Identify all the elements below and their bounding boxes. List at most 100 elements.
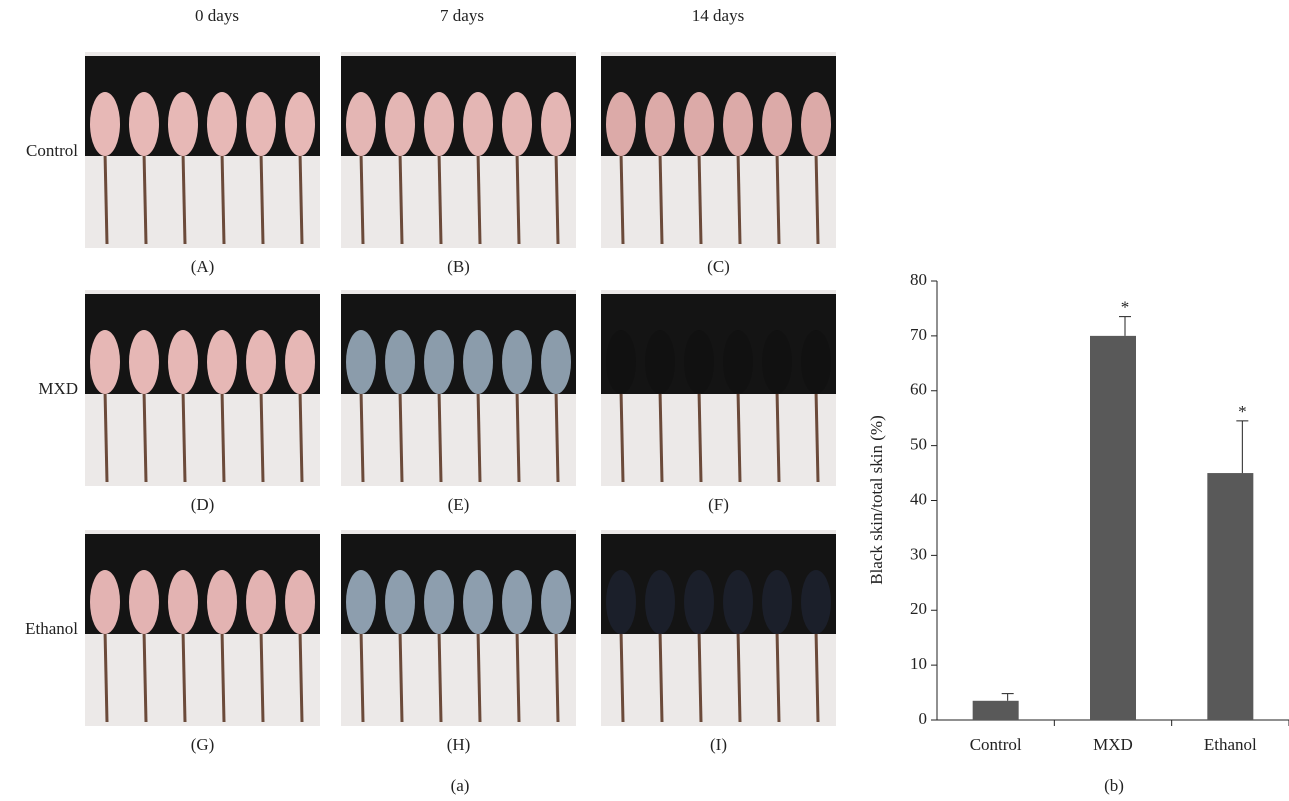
mouse-body (168, 330, 198, 394)
mouse-body (346, 92, 376, 156)
mouse-tail (736, 389, 742, 483)
mouse-tail (619, 389, 625, 483)
mouse-body (762, 92, 792, 156)
mouse-tail (437, 629, 443, 723)
mouse-tail (181, 629, 187, 723)
photo-fur (85, 56, 320, 156)
mouse-body (801, 92, 831, 156)
panel-label: (D) (191, 495, 215, 514)
mouse-body (207, 92, 237, 156)
mouse-tail (259, 629, 265, 723)
mouse-body (463, 570, 493, 634)
mouse-body (684, 570, 714, 634)
mouse-tail (476, 629, 482, 723)
mouse-tail (658, 151, 664, 245)
mouse-body (385, 330, 415, 394)
mouse-body (424, 330, 454, 394)
bar (972, 700, 1019, 720)
panel-label: (I) (710, 735, 727, 754)
mouse-body (541, 92, 571, 156)
mouse-body (129, 570, 159, 634)
mouse-tail (220, 389, 226, 483)
mouse-body (606, 92, 636, 156)
row-label: Control (26, 141, 78, 160)
row-label: Ethanol (25, 619, 78, 638)
x-tick-label: MXD (1093, 735, 1133, 754)
mouse-tail (359, 629, 365, 723)
mouse-body (385, 570, 415, 634)
mouse-body (424, 570, 454, 634)
column-header: 14 days (692, 6, 744, 25)
mouse-tail (298, 629, 304, 723)
mouse-body (246, 330, 276, 394)
mouse-body (285, 92, 315, 156)
error-bar (1001, 693, 1014, 701)
mouse-body (129, 330, 159, 394)
mouse-tail (775, 629, 781, 723)
x-tick-label: Ethanol (1204, 735, 1257, 754)
mouse-tail (775, 151, 781, 245)
photo-fur (85, 534, 320, 634)
mouse-tail (437, 389, 443, 483)
y-tick-label: 50 (910, 435, 927, 454)
mouse-tail (554, 151, 560, 245)
mouse-tail (515, 629, 521, 723)
mouse-body (541, 570, 571, 634)
mouse-body (762, 570, 792, 634)
mouse-tail (142, 389, 148, 483)
significance-mark: * (1238, 402, 1247, 421)
panel-label: (A) (191, 257, 215, 276)
photo-fur (341, 534, 576, 634)
mouse-body (346, 330, 376, 394)
mouse-body (645, 570, 675, 634)
mouse-tail (476, 151, 482, 245)
y-tick-label: 10 (910, 654, 927, 673)
mouse-tail (359, 389, 365, 483)
mouse-tail (437, 151, 443, 245)
photo-fur (601, 294, 836, 394)
mouse-tail (736, 151, 742, 245)
mouse-body (90, 92, 120, 156)
mouse-body (285, 330, 315, 394)
mouse-body (246, 570, 276, 634)
mouse-tail (658, 389, 664, 483)
mouse-tail (142, 629, 148, 723)
mouse-tail (181, 389, 187, 483)
mouse-tail (398, 151, 404, 245)
y-tick-label: 70 (910, 325, 927, 344)
panel-label: (E) (448, 495, 470, 514)
panel-label: (B) (447, 257, 470, 276)
column-header: 0 days (195, 6, 239, 25)
mouse-body (606, 570, 636, 634)
mouse-body (723, 570, 753, 634)
mouse-body (645, 330, 675, 394)
mouse-body (346, 570, 376, 634)
y-tick-label: 40 (910, 489, 927, 508)
mouse-body (207, 570, 237, 634)
mouse-body (90, 330, 120, 394)
mouse-tail (619, 629, 625, 723)
mouse-body (606, 330, 636, 394)
mouse-tail (658, 629, 664, 723)
mouse-body (684, 92, 714, 156)
mouse-tail (259, 389, 265, 483)
y-tick-label: 0 (919, 709, 928, 728)
mouse-tail (398, 389, 404, 483)
panel-label: (G) (191, 735, 215, 754)
mouse-body (684, 330, 714, 394)
mouse-tail (697, 389, 703, 483)
mouse-body (762, 330, 792, 394)
mouse-tail (103, 151, 109, 245)
mouse-tail (103, 389, 109, 483)
photo-fur (85, 294, 320, 394)
mouse-tail (103, 629, 109, 723)
caption: (a) (451, 776, 470, 795)
mouse-body (90, 570, 120, 634)
mouse-body (502, 570, 532, 634)
mouse-body (246, 92, 276, 156)
y-tick-label: 30 (910, 544, 927, 563)
photo-fur (341, 294, 576, 394)
mouse-tail (697, 151, 703, 245)
mouse-body (502, 92, 532, 156)
